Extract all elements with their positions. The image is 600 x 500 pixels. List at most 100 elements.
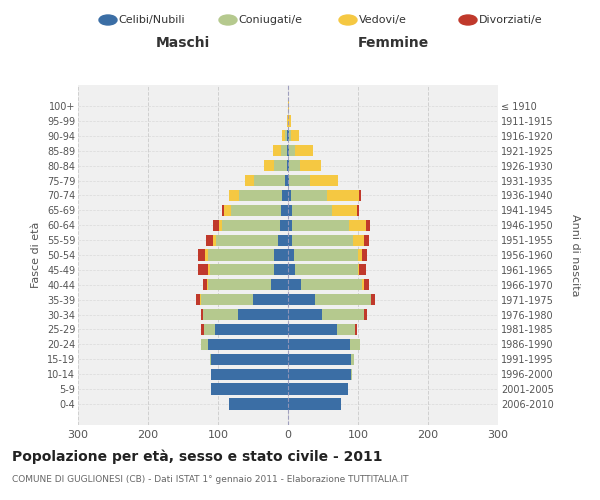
Bar [287, 116, 288, 126]
Bar [264, 160, 274, 171]
Bar [196, 294, 200, 306]
Text: Coniugati/e: Coniugati/e [239, 15, 303, 25]
Bar [356, 204, 359, 216]
Bar [364, 279, 369, 290]
Bar [291, 190, 327, 201]
Bar [289, 160, 300, 171]
Bar [208, 339, 288, 350]
Bar [281, 204, 288, 216]
Bar [216, 234, 277, 246]
Bar [274, 250, 288, 260]
Text: Femmine: Femmine [358, 36, 428, 50]
Bar [222, 220, 280, 231]
Bar [203, 309, 238, 320]
Bar [209, 264, 274, 276]
Bar [289, 130, 291, 141]
Bar [291, 130, 299, 141]
Bar [351, 354, 354, 365]
Bar [238, 309, 288, 320]
Bar [295, 264, 358, 276]
Text: Popolazione per età, sesso e stato civile - 2011: Popolazione per età, sesso e stato civil… [12, 450, 383, 464]
Bar [200, 339, 208, 350]
Bar [292, 234, 353, 246]
Bar [205, 250, 208, 260]
Bar [224, 204, 230, 216]
Bar [288, 190, 291, 201]
Bar [213, 234, 216, 246]
Text: Celibi/Nubili: Celibi/Nubili [119, 15, 185, 25]
Bar [287, 130, 288, 141]
Bar [288, 160, 289, 171]
Bar [254, 175, 285, 186]
Y-axis label: Fasce di età: Fasce di età [31, 222, 41, 288]
Bar [288, 339, 350, 350]
Text: Vedovi/e: Vedovi/e [359, 15, 407, 25]
Bar [353, 234, 364, 246]
Bar [271, 279, 288, 290]
Bar [200, 324, 204, 335]
Bar [211, 384, 288, 394]
Bar [215, 324, 288, 335]
Bar [322, 309, 364, 320]
Bar [288, 100, 289, 112]
Bar [239, 190, 283, 201]
Bar [229, 398, 288, 409]
Bar [199, 264, 208, 276]
Bar [253, 294, 288, 306]
Bar [332, 204, 356, 216]
Bar [358, 264, 359, 276]
Bar [277, 234, 288, 246]
Bar [349, 220, 367, 231]
Bar [292, 220, 349, 231]
Bar [364, 309, 367, 320]
Bar [288, 398, 341, 409]
Bar [288, 145, 289, 156]
Bar [359, 190, 361, 201]
Bar [361, 250, 367, 260]
Text: COMUNE DI GUGLIONESI (CB) - Dati ISTAT 1° gennaio 2011 - Elaborazione TUTTITALIA: COMUNE DI GUGLIONESI (CB) - Dati ISTAT 1… [12, 475, 409, 484]
Bar [288, 175, 289, 186]
Bar [208, 264, 209, 276]
Bar [208, 250, 274, 260]
Bar [207, 279, 208, 290]
Bar [314, 294, 371, 306]
Bar [364, 234, 369, 246]
Bar [288, 116, 291, 126]
Y-axis label: Anni di nascita: Anni di nascita [571, 214, 580, 296]
Bar [285, 130, 287, 141]
Bar [204, 324, 215, 335]
Bar [288, 234, 292, 246]
Bar [289, 175, 310, 186]
Bar [310, 175, 338, 186]
Bar [200, 294, 253, 306]
Bar [274, 160, 287, 171]
Bar [229, 190, 239, 201]
Bar [293, 250, 358, 260]
Bar [281, 145, 287, 156]
Bar [208, 279, 271, 290]
Text: Divorziati/e: Divorziati/e [479, 15, 542, 25]
Bar [287, 160, 288, 171]
Bar [285, 175, 288, 186]
Bar [201, 309, 203, 320]
Bar [287, 145, 288, 156]
Bar [206, 234, 213, 246]
Bar [288, 368, 351, 380]
Bar [199, 250, 205, 260]
Bar [288, 220, 292, 231]
Bar [371, 294, 375, 306]
Bar [350, 339, 360, 350]
Bar [301, 279, 362, 290]
Bar [300, 160, 321, 171]
Bar [283, 190, 288, 201]
Bar [289, 145, 295, 156]
Bar [280, 220, 288, 231]
Bar [288, 354, 351, 365]
Bar [288, 204, 292, 216]
Bar [355, 324, 356, 335]
Bar [209, 354, 211, 365]
Text: Maschi: Maschi [156, 36, 210, 50]
Bar [230, 204, 281, 216]
Bar [213, 220, 218, 231]
Bar [337, 324, 355, 335]
